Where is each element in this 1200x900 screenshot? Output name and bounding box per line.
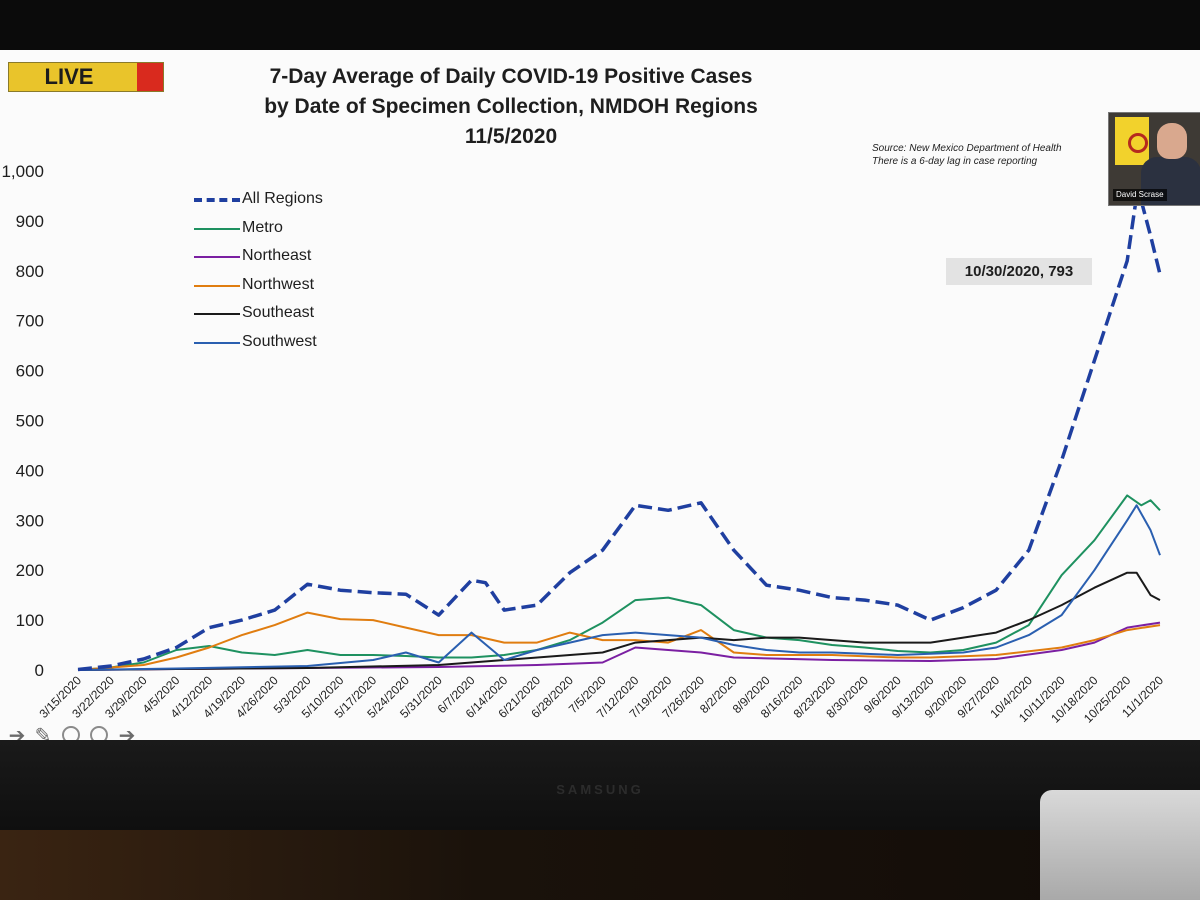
desk-device — [1040, 790, 1200, 900]
chart-title: 7-Day Average of Daily COVID-19 Positive… — [211, 62, 811, 152]
y-tick-label: 500 — [16, 412, 44, 431]
title-line-1: 7-Day Average of Daily COVID-19 Positive… — [269, 65, 753, 88]
presenter-head — [1157, 123, 1187, 159]
legend-item-all-regions: All Regions — [190, 185, 323, 214]
legend-label-northeast: Northeast — [242, 247, 312, 265]
legend-item-southeast: Southeast — [190, 299, 323, 328]
legend-label-southwest: Southwest — [242, 332, 317, 350]
y-tick-label: 1,000 — [1, 162, 44, 181]
series-line-northwest — [77, 611, 1161, 671]
series-line-southwest — [77, 504, 1161, 671]
y-tick-label: 100 — [16, 611, 44, 630]
monitor-bezel-bottom — [0, 740, 1200, 830]
x-axis: 3/15/20203/22/20203/29/20204/5/20204/12/… — [36, 673, 1166, 726]
legend-label-southeast: Southeast — [242, 304, 315, 322]
title-line-2: by Date of Specimen Collection, NMDOH Re… — [264, 95, 758, 118]
y-axis: 0 100 200 300 400 500 600 700 800 900 1,000 — [1, 162, 44, 680]
monitor-brand: SAMSUNG — [556, 782, 644, 797]
chart-legend: All Regions Metro Northeast Northwest So… — [190, 185, 323, 357]
legend-label-metro: Metro — [242, 218, 283, 236]
arrow-left-icon[interactable]: ➔ — [8, 725, 26, 740]
line-chart: 0 100 200 300 400 500 600 700 800 900 1,000 3/15/2… — [1, 162, 1166, 726]
y-tick-label: 900 — [16, 212, 44, 231]
series-lines — [77, 194, 1162, 672]
live-label: LIVE — [44, 64, 94, 89]
more-icon[interactable] — [90, 726, 108, 740]
nm-flag-icon — [1115, 117, 1149, 165]
live-indicator — [137, 63, 163, 91]
presenter-name: David Scrase — [1113, 189, 1167, 201]
legend-label-all-regions: All Regions — [242, 190, 323, 207]
source-line-1: Source: New Mexico Department of Health — [872, 143, 1062, 154]
legend-swatch-northwest — [194, 284, 240, 287]
pen-icon[interactable]: ✎ — [34, 725, 52, 740]
slide-screen: LIVE 7-Day Average of Daily COVID-19 Pos… — [0, 50, 1200, 740]
desk-surface — [0, 830, 1200, 900]
y-tick-label: 600 — [16, 362, 44, 381]
y-tick-label: 300 — [16, 511, 44, 530]
title-line-3: 11/5/2020 — [464, 125, 558, 148]
presenter-webcam: David Scrase — [1108, 112, 1200, 206]
source-line-2: There is a 6-day lag in case reporting — [872, 156, 1038, 167]
y-tick-label: 200 — [16, 561, 44, 580]
legend-item-northeast: Northeast — [190, 242, 323, 271]
arrow-right-icon[interactable]: ➔ — [118, 725, 136, 740]
legend-swatch-southeast — [194, 313, 240, 316]
live-badge: LIVE — [8, 62, 164, 92]
y-tick-label: 700 — [16, 312, 44, 331]
legend-swatch-metro — [194, 227, 240, 230]
legend-item-southwest: Southwest — [190, 328, 323, 357]
series-line-metro — [77, 494, 1161, 671]
legend-swatch-northeast — [194, 256, 240, 259]
legend-label-northwest: Northwest — [242, 275, 315, 293]
legend-swatch-southwest — [194, 341, 240, 344]
monitor-bezel-top — [0, 0, 1200, 50]
slide-nav-controls: ➔ ✎ ➔ — [4, 724, 144, 740]
legend-swatch-all-regions — [194, 198, 240, 202]
peak-annotation: 10/30/2020, 793 — [946, 258, 1092, 285]
series-line-northeast — [77, 621, 1161, 671]
y-tick-label: 400 — [16, 461, 44, 480]
series-line-all-regions — [77, 194, 1162, 672]
legend-item-northwest: Northwest — [190, 271, 323, 300]
zia-sun-icon — [1128, 133, 1148, 153]
legend-item-metro: Metro — [190, 214, 323, 243]
y-tick-label: 800 — [16, 262, 44, 281]
zoom-icon[interactable] — [62, 726, 80, 740]
y-tick-label: 0 — [35, 661, 44, 680]
source-note: Source: New Mexico Department of Health … — [872, 142, 1122, 168]
